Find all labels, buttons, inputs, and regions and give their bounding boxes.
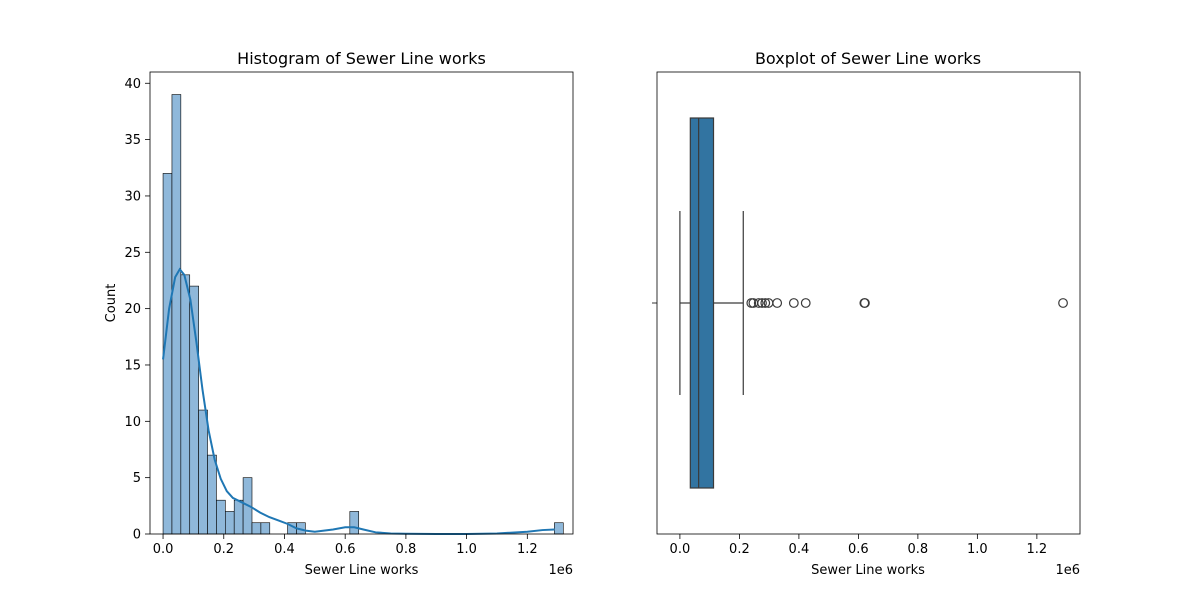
boxplot-x-label: Sewer Line works: [811, 563, 925, 578]
x-tick-label: 0.8: [908, 542, 929, 557]
kde-line: [162, 267, 555, 535]
outlier-point: [760, 298, 771, 308]
x-tick-label: 0.2: [729, 542, 750, 557]
outlier-point: [753, 298, 764, 308]
histogram-bar: [207, 454, 217, 535]
histogram-bar: [225, 511, 235, 535]
y-tick-label: 20: [124, 302, 141, 317]
histogram-panel: Histogram of Sewer Line works 0.0 0.2 0.4 0…: [104, 49, 574, 578]
histogram-bar: [198, 409, 208, 535]
x-tick-label: 0.2: [213, 542, 234, 557]
histogram-bar: [171, 94, 182, 535]
histogram-x-label: Sewer Line works: [305, 563, 419, 578]
histogram-bar: [260, 522, 271, 535]
outlier-point: [1058, 298, 1068, 308]
y-tick-label: 35: [124, 133, 141, 148]
y-tick-label: 0: [133, 528, 141, 543]
boxplot-title: Boxplot of Sewer Line works: [755, 49, 981, 68]
x-tick-label: 1.0: [456, 542, 477, 557]
x-tick-label: 1.2: [1027, 542, 1048, 557]
histogram-bar: [554, 522, 564, 535]
boxplot-body: [679, 117, 1068, 489]
y-tick-label: 5: [133, 471, 141, 486]
x-tick-label: 0.8: [396, 542, 417, 557]
x-tick-label: 0.4: [789, 542, 810, 557]
histogram-bar: [251, 522, 262, 535]
histogram-bar: [216, 499, 226, 535]
histogram-bar: [349, 511, 360, 535]
histogram-title: Histogram of Sewer Line works: [237, 49, 486, 68]
boxplot-x-ticks: 0.0 0.2 0.4 0.6 0.8 1.0 1.2: [670, 534, 1048, 557]
y-tick-label: 15: [124, 358, 141, 373]
y-tick-label: 10: [124, 415, 141, 430]
histogram-x-ticks: 0.0 0.2 0.4 0.6 0.8 1.0 1.2: [153, 534, 538, 557]
x-tick-label: 1.2: [517, 542, 538, 557]
histogram-bars: [162, 94, 564, 535]
interquartile-box: [689, 117, 715, 489]
histogram-bar: [233, 499, 244, 535]
histogram-y-label: Count: [104, 284, 119, 323]
histogram-x-offset: 1e6: [548, 563, 573, 578]
outlier-point: [860, 298, 870, 308]
outlier-point: [757, 298, 767, 308]
histogram-y-ticks: 0 5 10 15 20 25 30 35 40: [124, 77, 150, 543]
y-tick-label: 30: [124, 189, 141, 204]
y-tick-label: 40: [124, 77, 141, 92]
outlier-point: [788, 298, 799, 308]
x-tick-label: 0.0: [670, 542, 691, 557]
x-tick-label: 1.0: [967, 542, 988, 557]
boxplot-panel: Boxplot of Sewer Line works 0.0 0.2 0.4 0.6…: [652, 49, 1081, 578]
y-tick-label: 25: [124, 246, 141, 261]
x-tick-label: 0.6: [335, 542, 356, 557]
outlier-point: [772, 298, 783, 308]
x-tick-label: 0.4: [274, 542, 295, 557]
x-tick-label: 0.0: [153, 542, 174, 557]
boxplot-x-offset: 1e6: [1055, 563, 1080, 578]
histogram-bar: [180, 274, 191, 535]
outlier-point: [800, 298, 811, 308]
histogram-axes-frame: [149, 71, 574, 535]
x-tick-label: 0.6: [848, 542, 869, 557]
